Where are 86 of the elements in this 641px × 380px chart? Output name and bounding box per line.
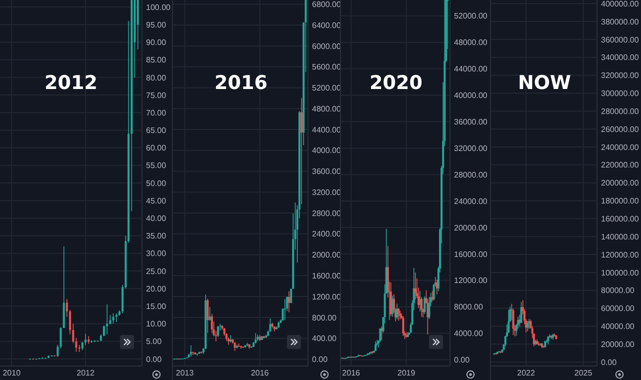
y-tick-label: 95.00 — [146, 20, 167, 30]
x-tick-label: 2012 — [76, 368, 95, 378]
candlestick — [190, 344, 192, 357]
y-tick-label: 40000.00 — [454, 91, 488, 100]
y-tick-label: 8000.00 — [454, 302, 484, 312]
y-tick-label: 48000.00 — [454, 38, 488, 48]
y-tick-label: 4000.00 — [454, 329, 484, 338]
y-tick-label: 85.00 — [146, 56, 167, 65]
y-tick-label: 100000.00 — [601, 268, 640, 278]
y-tick-label: 90.00 — [146, 38, 167, 48]
y-tick-label: 400000.00 — [601, 0, 640, 8]
candlestick — [206, 298, 209, 334]
y-tick-label: 320000.00 — [601, 71, 640, 80]
y-tick-label: 36000.00 — [454, 118, 488, 127]
x-tick-label: 2010 — [2, 368, 22, 378]
y-tick-label: 75.00 — [146, 90, 167, 100]
text: NOW — [516, 72, 572, 94]
candlestick — [428, 296, 430, 320]
x-tick-label: 2013 — [176, 368, 194, 378]
y-tick-label: 70.00 — [146, 108, 167, 118]
x-tick-label: 2016 — [342, 368, 361, 378]
y-tick-label: 10.00 — [146, 320, 167, 329]
candlestick — [380, 326, 383, 340]
y-tick-label: 360000.00 — [601, 35, 640, 44]
y-tick-label: 400.00 — [312, 334, 338, 344]
candlestick — [288, 290, 290, 313]
y-tick-label: 32000.00 — [454, 144, 488, 153]
y-tick-label: 65.00 — [146, 126, 167, 136]
y-tick-label: 52000.00 — [454, 12, 488, 21]
y-tick-label: 44000.00 — [454, 64, 488, 74]
y-tick-label: 260000.00 — [601, 124, 640, 134]
candlestick — [290, 288, 292, 304]
candlestick — [208, 306, 211, 321]
x-tick-label: 2025 — [574, 368, 593, 378]
y-tick-label: 180000.00 — [601, 196, 640, 206]
y-tick-label: 20.00 — [146, 284, 167, 294]
candlestick — [112, 312, 114, 324]
y-tick-label: 300000.00 — [601, 89, 640, 98]
candlestick — [300, 98, 303, 205]
x-tick-label: 2022 — [517, 368, 536, 378]
y-tick-label: 24000.00 — [454, 196, 488, 206]
y-tick-label: 40000.00 — [601, 322, 635, 332]
y-tick-label: 15.00 — [146, 302, 167, 312]
y-tick-label: 60000.00 — [601, 304, 635, 314]
y-tick-label: 35.00 — [146, 232, 167, 241]
y-tick-label: 80000.00 — [601, 286, 635, 296]
y-tick-label: 12000.00 — [454, 276, 488, 286]
y-tick-label: 45.00 — [146, 196, 167, 206]
x-tick-label: 2016 — [250, 368, 270, 378]
y-tick-label: 60.00 — [146, 144, 167, 153]
candlestick — [230, 334, 232, 343]
y-tick-label: 30.00 — [146, 249, 167, 258]
y-tick-label: 25.00 — [146, 266, 167, 276]
y-tick-label: 0.00 — [601, 358, 618, 367]
y-tick-label: 20000.00 — [601, 340, 635, 349]
y-tick-label: 55.00 — [146, 161, 167, 170]
y-tick-label: 340000.00 — [601, 53, 640, 62]
candlestick — [254, 332, 257, 344]
candlestick — [512, 308, 514, 336]
text: 2012 — [44, 72, 98, 94]
y-tick-label: 100.00 — [146, 2, 172, 12]
y-tick-label: 140000.00 — [601, 232, 640, 242]
y-tick-label: 5.00 — [146, 337, 162, 346]
y-tick-label: 280000.00 — [601, 106, 640, 116]
candlestick — [269, 318, 272, 332]
y-tick-label: 220000.00 — [601, 160, 640, 170]
y-tick-label: 0.00 — [454, 356, 470, 365]
y-tick-label: 20000.00 — [454, 223, 488, 232]
y-tick-label: 160000.00 — [601, 214, 640, 224]
y-tick-label: 28000.00 — [454, 170, 488, 180]
candlestick — [284, 298, 286, 320]
y-tick-label: 120000.00 — [601, 250, 640, 260]
x-tick-label: 2019 — [397, 368, 416, 378]
text: 2020 — [368, 72, 424, 94]
y-tick-label: 200000.00 — [601, 178, 640, 188]
y-tick-label: 0.00 — [312, 355, 328, 364]
y-tick-label: 800.00 — [312, 313, 338, 322]
y-tick-label: 380000.00 — [601, 17, 640, 26]
y-tick-label: 240000.00 — [601, 142, 640, 152]
y-tick-label: 0.00 — [146, 354, 162, 364]
text: 2016 — [214, 72, 268, 94]
y-tick-label: 50.00 — [146, 178, 167, 188]
candlestick — [210, 313, 213, 334]
y-tick-label: 40.00 — [146, 214, 167, 224]
y-tick-label: 80.00 — [146, 73, 167, 82]
y-tick-label: 16000.00 — [454, 250, 488, 259]
